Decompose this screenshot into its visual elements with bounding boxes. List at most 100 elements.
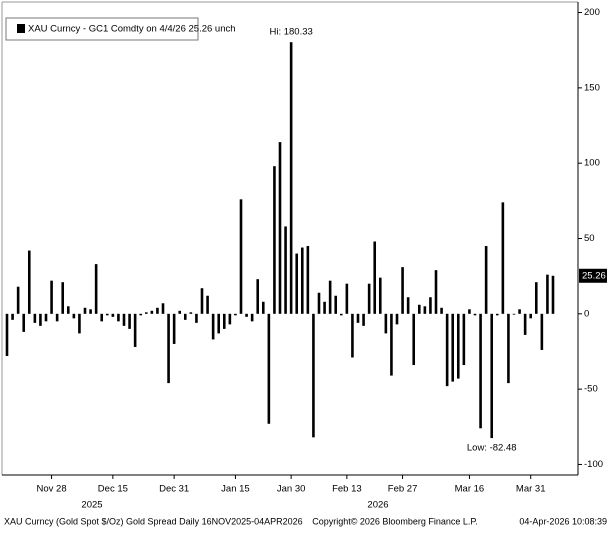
bar: [16, 286, 20, 314]
bar: [150, 310, 154, 314]
footer-left: XAU Curncy (Gold Spot $/Oz) Gold Spread …: [4, 516, 303, 526]
x-tick-label: Dec 31: [159, 484, 189, 495]
bar: [401, 267, 404, 314]
bar: [300, 247, 304, 314]
x-tick-label: Dec 15: [98, 484, 128, 495]
x-tick-label: Jan 15: [221, 484, 250, 495]
hi-label: Hi: 180.33: [269, 27, 312, 38]
year-label: 2026: [367, 500, 388, 511]
bar: [267, 313, 271, 424]
bar: [284, 226, 287, 314]
bar: [139, 313, 143, 316]
bar: [256, 279, 260, 314]
bar: [468, 309, 471, 314]
bar: [362, 313, 365, 326]
bar: [373, 241, 377, 314]
bar: [306, 246, 310, 314]
bar: [5, 313, 9, 356]
y-tick-label: 150: [584, 82, 600, 93]
bar: [167, 313, 170, 384]
x-tick-label: Mar 16: [455, 484, 485, 495]
bar: [518, 309, 521, 314]
last-value-tag: [579, 268, 607, 283]
bar: [261, 301, 265, 314]
bar: [172, 313, 176, 344]
legend-label: XAU Curncy - GC1 Comdty on 4/4/26 25.26 …: [28, 24, 236, 35]
bar: [66, 306, 70, 314]
bar: [501, 202, 505, 314]
bar: [44, 313, 48, 322]
x-tick-label: Nov 28: [37, 484, 67, 495]
x-tick-label: Feb 27: [388, 484, 418, 495]
bar: [50, 280, 53, 314]
bar: [156, 307, 159, 314]
bar: [540, 313, 544, 350]
bar: [317, 292, 321, 314]
bar: [78, 313, 81, 334]
bar: [55, 313, 59, 322]
bar: [234, 313, 237, 316]
x-tick-label: Jan 30: [277, 484, 306, 495]
bar: [412, 313, 416, 366]
y-tick-label: -50: [584, 384, 598, 395]
bar: [328, 280, 332, 314]
bar: [105, 313, 109, 316]
bar: [89, 309, 92, 314]
x-tick-label: Mar 31: [516, 484, 546, 495]
bar: [83, 307, 87, 314]
bar: [417, 304, 421, 314]
y-tick-label: 50: [584, 233, 595, 244]
bar: [445, 313, 449, 387]
bar: [217, 313, 221, 334]
bar: [27, 250, 31, 314]
bar: [222, 313, 226, 329]
y-tick-label: -100: [584, 459, 603, 470]
bar: [551, 275, 555, 314]
bar: [529, 313, 533, 319]
last-value-label: 25.26: [582, 270, 606, 281]
bar: [378, 277, 382, 314]
bar: [451, 313, 455, 382]
footer-center: Copyright© 2026 Bloomberg Finance L.P.: [312, 516, 478, 526]
bar: [440, 307, 443, 314]
bar: [33, 313, 37, 323]
bar: [206, 295, 209, 314]
bar: [183, 313, 187, 320]
legend-box: [5, 17, 199, 41]
bar: [289, 42, 293, 314]
bar: [456, 313, 460, 379]
bar: [345, 283, 349, 314]
bar: [356, 313, 360, 323]
bar: [334, 295, 338, 314]
x-tick-label: Feb 13: [332, 484, 362, 495]
bar: [228, 313, 232, 325]
bar: [211, 313, 215, 340]
bar: [122, 313, 126, 326]
bar: [250, 313, 254, 322]
bar: [546, 274, 549, 314]
bar: [133, 313, 137, 347]
y-tick-label: 100: [584, 158, 600, 169]
bar: [189, 312, 193, 314]
bar: [178, 310, 182, 314]
bar: [351, 313, 354, 358]
bar: [39, 313, 42, 326]
bar: [61, 282, 65, 314]
bar: [484, 246, 488, 314]
bar: [312, 313, 315, 438]
year-label: 2025: [81, 500, 102, 511]
bar: [144, 312, 148, 314]
bar: [273, 166, 276, 314]
bar: [523, 313, 527, 335]
bar: [507, 313, 510, 384]
y-tick-label: 200: [584, 7, 600, 18]
bar: [512, 313, 516, 315]
low-label: Low: -82.48: [467, 443, 517, 454]
bar: [429, 297, 432, 314]
y-tick-label: 0: [584, 308, 589, 319]
bar: [295, 253, 299, 314]
bar: [462, 313, 466, 366]
bar: [390, 313, 393, 376]
